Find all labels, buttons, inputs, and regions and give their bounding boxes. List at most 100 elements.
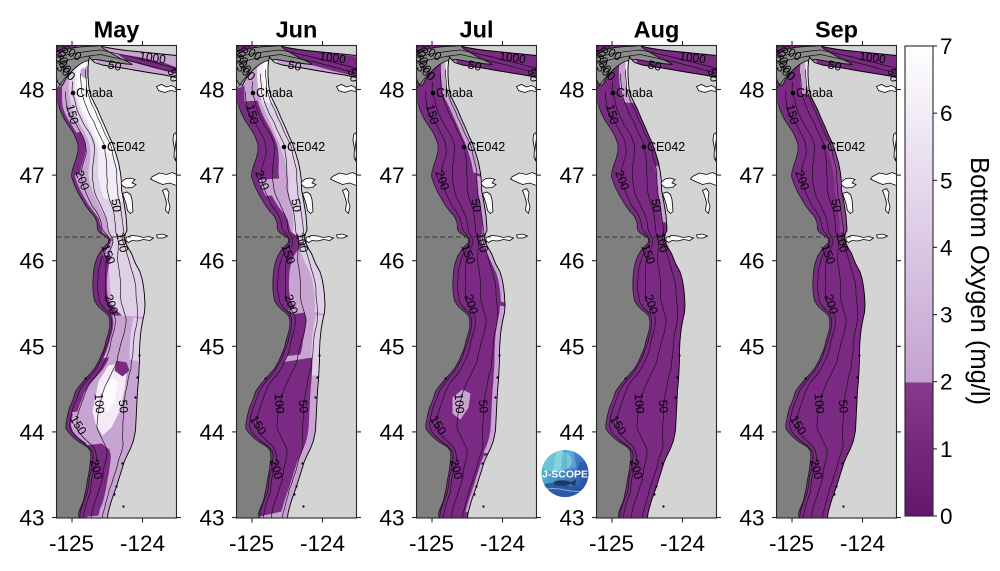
svg-text:Aug: Aug (634, 17, 680, 43)
svg-text:50: 50 (288, 198, 304, 213)
svg-text:44: 44 (19, 420, 44, 445)
svg-text:50: 50 (656, 399, 671, 414)
svg-text:-125: -125 (589, 531, 634, 556)
svg-text:-124: -124 (840, 531, 885, 556)
svg-text:47: 47 (379, 163, 404, 188)
svg-text:CE042: CE042 (647, 140, 685, 154)
svg-text:50: 50 (647, 57, 663, 74)
svg-text:46: 46 (379, 249, 404, 274)
svg-text:CE042: CE042 (827, 140, 865, 154)
svg-text:47: 47 (199, 163, 224, 188)
svg-text:Chaba: Chaba (256, 86, 293, 100)
svg-text:1000: 1000 (858, 49, 887, 67)
svg-text:44: 44 (739, 420, 764, 445)
svg-text:-125: -125 (769, 531, 814, 556)
svg-text:200: 200 (72, 168, 92, 192)
svg-text:2: 2 (940, 370, 953, 395)
svg-text:200: 200 (252, 168, 272, 192)
svg-text:100: 100 (451, 393, 467, 414)
svg-text:Chaba: Chaba (76, 86, 113, 100)
svg-text:200: 200 (432, 168, 452, 192)
svg-text:200: 200 (87, 458, 106, 481)
svg-text:200: 200 (642, 293, 662, 317)
svg-text:50: 50 (828, 198, 844, 213)
svg-text:-125: -125 (409, 531, 454, 556)
svg-text:50: 50 (296, 399, 311, 414)
svg-text:48: 48 (739, 78, 764, 103)
svg-text:CE042: CE042 (107, 140, 145, 154)
svg-text:100: 100 (294, 231, 311, 253)
svg-text:100: 100 (834, 231, 851, 253)
svg-text:44: 44 (559, 420, 584, 445)
svg-text:45: 45 (559, 334, 584, 359)
svg-text:44: 44 (379, 420, 404, 445)
svg-text:Chaba: Chaba (796, 86, 833, 100)
svg-text:1: 1 (940, 437, 953, 462)
svg-text:45: 45 (19, 334, 44, 359)
svg-text:200: 200 (462, 293, 482, 317)
svg-text:50: 50 (827, 57, 843, 74)
svg-text:200: 200 (267, 458, 286, 481)
svg-text:43: 43 (199, 506, 224, 531)
svg-text:150: 150 (638, 242, 658, 266)
svg-text:200: 200 (612, 168, 632, 192)
svg-text:50: 50 (836, 399, 851, 414)
svg-text:150: 150 (63, 103, 82, 126)
svg-text:48: 48 (559, 78, 584, 103)
svg-text:50: 50 (885, 67, 903, 84)
svg-text:May: May (94, 17, 140, 43)
svg-text:50: 50 (525, 67, 543, 84)
svg-text:47: 47 (559, 163, 584, 188)
svg-text:43: 43 (379, 506, 404, 531)
svg-text:50: 50 (467, 57, 483, 74)
svg-text:47: 47 (19, 163, 44, 188)
svg-text:50: 50 (648, 198, 664, 213)
svg-text:0: 0 (940, 504, 953, 529)
svg-text:50: 50 (116, 399, 131, 414)
svg-text:CE042: CE042 (467, 140, 505, 154)
svg-text:-124: -124 (660, 531, 705, 556)
svg-text:1000: 1000 (409, 36, 431, 66)
svg-text:46: 46 (739, 249, 764, 274)
svg-text:Chaba: Chaba (616, 86, 653, 100)
svg-text:1000: 1000 (229, 36, 251, 66)
svg-text:50: 50 (705, 67, 723, 84)
svg-text:1000: 1000 (678, 49, 707, 67)
svg-text:100: 100 (91, 393, 107, 414)
svg-text:45: 45 (379, 334, 404, 359)
svg-text:150: 150 (603, 103, 622, 126)
svg-text:1000: 1000 (318, 49, 347, 67)
svg-text:200: 200 (447, 458, 466, 481)
svg-text:3: 3 (940, 303, 953, 328)
svg-text:1000: 1000 (498, 49, 527, 67)
svg-text:45: 45 (199, 334, 224, 359)
svg-text:5: 5 (940, 168, 953, 193)
svg-text:1000: 1000 (49, 36, 71, 66)
svg-text:Sep: Sep (815, 17, 858, 43)
svg-text:50: 50 (107, 57, 123, 74)
svg-text:44: 44 (199, 420, 224, 445)
svg-text:150: 150 (423, 103, 442, 126)
svg-text:48: 48 (199, 78, 224, 103)
svg-text:150: 150 (98, 242, 118, 266)
svg-text:100: 100 (654, 231, 671, 253)
svg-text:48: 48 (19, 78, 44, 103)
svg-text:100: 100 (474, 231, 491, 253)
svg-text:200: 200 (807, 458, 826, 481)
svg-text:46: 46 (19, 249, 44, 274)
svg-text:-125: -125 (229, 531, 274, 556)
svg-text:43: 43 (19, 506, 44, 531)
svg-text:Jul: Jul (460, 17, 494, 43)
svg-text:50: 50 (476, 399, 491, 414)
svg-text:200: 200 (792, 168, 812, 192)
svg-text:50: 50 (345, 67, 363, 84)
svg-text:150: 150 (278, 242, 298, 266)
svg-text:50: 50 (468, 198, 484, 213)
svg-text:46: 46 (199, 249, 224, 274)
svg-text:150: 150 (818, 242, 838, 266)
svg-text:150: 150 (783, 103, 802, 126)
svg-text:50: 50 (108, 198, 124, 213)
svg-text:6: 6 (940, 101, 953, 126)
svg-text:200: 200 (627, 458, 646, 481)
svg-text:50: 50 (287, 57, 303, 74)
